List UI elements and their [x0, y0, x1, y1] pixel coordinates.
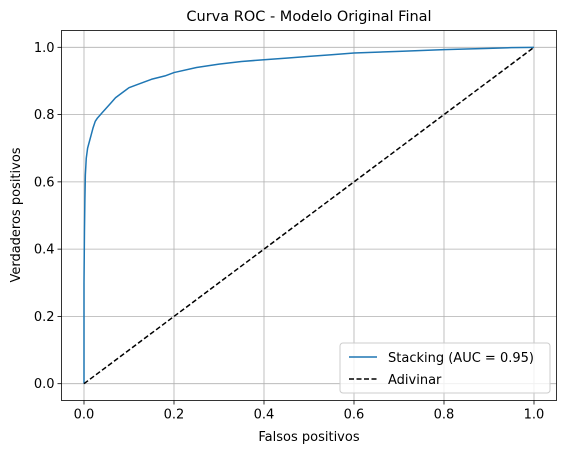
x-tick-label: 0.0	[74, 408, 95, 423]
y-tick-label: 1.0	[34, 41, 55, 56]
legend-label-stacking: Stacking (AUC = 0.95)	[388, 351, 534, 366]
plot-frame	[61, 30, 557, 401]
y-tick-label: 0.0	[34, 377, 55, 392]
chart-title: Curva ROC - Modelo Original Final	[186, 9, 431, 25]
x-tick-label: 1.0	[524, 408, 545, 423]
roc-curve-adivinar	[83, 46, 535, 385]
legend-box	[339, 342, 551, 394]
series-layer	[83, 46, 535, 385]
y-axis-label: Verdaderos positivos	[9, 147, 24, 282]
x-tick-label: 0.2	[164, 408, 185, 423]
x-axis-label: Falsos positivos	[258, 430, 359, 445]
y-tick-label: 0.6	[34, 175, 55, 190]
x-tick-label: 0.4	[254, 408, 275, 423]
y-tick-label: 0.4	[34, 243, 55, 258]
x-tick-label: 0.6	[344, 408, 365, 423]
ticks: 0.0 0.2 0.4 0.6 0.8 1.0 0.0 0.2 0.4 0.6 0.8 1.0	[34, 41, 545, 423]
roc-curve-stacking	[83, 46, 535, 384]
legend-label-adivinar: Adivinar	[388, 373, 442, 388]
grid	[61, 30, 557, 401]
y-tick-label: 0.8	[34, 108, 55, 123]
legend: Stacking (AUC = 0.95) Adivinar	[339, 342, 551, 394]
x-tick-label: 0.8	[434, 408, 455, 423]
y-tick-label: 0.2	[34, 310, 55, 325]
